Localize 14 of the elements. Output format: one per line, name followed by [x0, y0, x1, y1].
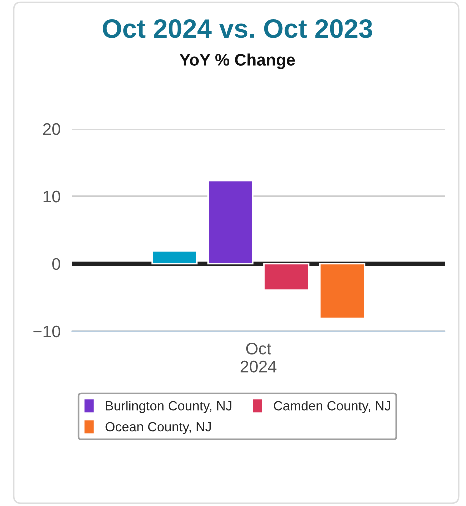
y-tick-label: −10	[34, 326, 60, 338]
x-tick-label: Oct 2024	[240, 342, 277, 373]
y-tick-label: 0	[52, 258, 60, 270]
chart-title: Oct 2024 vs. Oct 2023	[103, 20, 372, 38]
legend-label: Camden County, NJ	[274, 401, 390, 414]
bar	[208, 180, 254, 265]
y-tick-label: 20	[43, 123, 60, 136]
bar	[152, 250, 198, 265]
bar	[264, 263, 310, 291]
legend-label: Burlington County, NJ	[106, 401, 232, 414]
bar	[319, 263, 366, 320]
y-tick-label: 10	[44, 190, 60, 203]
legend-label: Ocean County, NJ	[106, 422, 212, 434]
chart-subtitle: YoY % Change	[180, 54, 296, 70]
